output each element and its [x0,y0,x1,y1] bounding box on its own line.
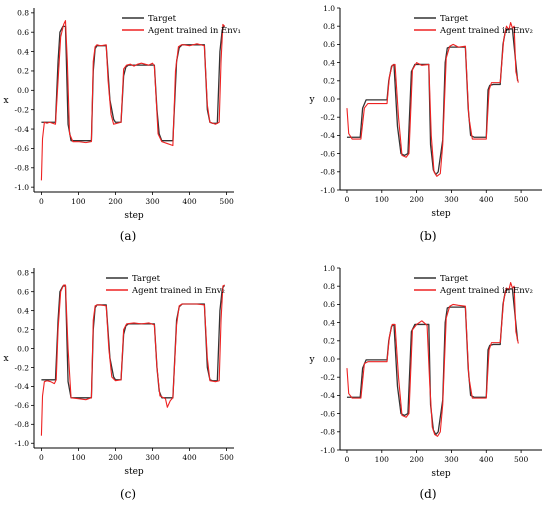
y-tick-label: -0.6 [321,149,336,158]
caption-d: (d) [419,487,437,501]
x-tick-label: 400 [479,195,494,204]
chart-panel-3: -1.0 -0.8 -0.6 -0.4 -0.2 0.0 0.2 0.4 0.6 0.8 1.0 0 1… [308,264,542,479]
y-tick-label: 0.2 [17,325,29,334]
y-tick-label: 0.8 [323,22,335,31]
y-tick-label: 0.0 [323,355,335,364]
x-tick-label: 400 [182,197,197,206]
y-tick-label: -0.8 [15,164,30,173]
y-tick-label: 0.4 [323,58,335,67]
x-tick-label: 200 [409,195,424,204]
y-tick-label: 0.4 [323,318,335,327]
y-tick-label: 0.2 [17,67,29,76]
x-tick-label: 300 [145,197,160,206]
series-line-1 [40,284,225,436]
x-tick-label: 100 [375,195,390,204]
x-tick-label: 500 [514,195,529,204]
legend-label-0: Target [440,274,469,284]
y-tick-label: 0.0 [17,86,29,95]
y-tick-label: 0.6 [323,300,335,309]
x-tick-label: 400 [182,453,197,462]
y-tick-label: 0.0 [323,95,335,104]
y-tick-label: 0.2 [323,77,335,86]
series-line-1 [346,22,519,177]
y-tick-label: 0.0 [17,344,29,353]
y-tick-label: -0.2 [321,373,336,382]
y-tick-label: 0.6 [17,287,29,296]
y-tick-label: -0.2 [15,105,30,114]
x-axis-label: step [124,211,144,221]
x-tick-label: 100 [375,455,390,464]
chart-panel-0: -1.0 -0.8 -0.6 -0.4 -0.2 0.0 0.2 0.4 0.6 0.8 0 100 2… [3,8,241,221]
y-tick-label: -1.0 [321,186,336,195]
chart-panel-2: -1.0 -0.8 -0.6 -0.4 -0.2 0.0 0.2 0.4 0.6 0.8 0 100 2… [3,268,234,477]
y-tick-label: 0.2 [323,337,335,346]
x-tick-label: 200 [108,197,123,206]
y-tick-label: -0.2 [15,363,30,372]
x-tick-label: 200 [108,453,123,462]
x-tick-label: 500 [514,455,529,464]
chart-panel-1: -1.0 -0.8 -0.6 -0.4 -0.2 0.0 0.2 0.4 0.6 0.8 1.0 0 1… [308,4,542,219]
y-axis-label: x [3,96,8,106]
caption-a: (a) [119,229,137,243]
y-tick-label: -1.0 [321,446,336,455]
x-tick-label: 300 [145,453,160,462]
legend-label-1: Agent trained in Env₁ [147,26,241,36]
y-tick-label: 0.8 [17,269,29,278]
x-tick-label: 0 [345,455,350,464]
legend-label-0: Target [132,274,161,284]
x-tick-label: 0 [345,195,350,204]
y-tick-label: -0.8 [15,420,30,429]
x-tick-label: 300 [444,195,459,204]
y-axis-label: x [3,354,8,364]
y-tick-label: 0.4 [17,47,29,56]
x-axis-label: step [431,469,451,479]
y-tick-label: -0.4 [321,131,336,140]
y-tick-label: -0.4 [15,125,30,134]
y-tick-label: -0.2 [321,113,336,122]
x-tick-label: 200 [409,455,424,464]
y-tick-label: -0.4 [321,391,336,400]
legend-label-0: Target [148,14,177,24]
y-axis-label: y [308,355,315,365]
y-tick-label: 0.8 [323,282,335,291]
x-axis-label: step [431,209,451,219]
legend-label-1: Agent trained in Env₂ [439,286,533,296]
x-tick-label: 500 [219,197,234,206]
series-line-0 [41,285,225,399]
y-tick-label: -0.4 [15,382,30,391]
y-tick-label: 1.0 [323,264,335,273]
y-tick-label: 0.4 [17,306,29,315]
x-tick-label: 0 [39,197,44,206]
x-axis-label: step [124,467,144,477]
x-tick-label: 100 [71,197,86,206]
y-tick-label: -0.8 [321,168,336,177]
y-tick-label: -0.8 [321,428,336,437]
y-tick-label: -1.0 [15,439,30,448]
x-tick-label: 300 [444,455,459,464]
y-axis-label: y [308,95,315,105]
y-tick-label: -1.0 [15,183,30,192]
caption-c: (c) [119,487,137,501]
x-tick-label: 100 [71,453,86,462]
y-tick-label: -0.6 [15,144,30,153]
x-tick-label: 0 [39,453,44,462]
legend-label-1: Agent trained in Env₂ [131,286,225,296]
y-tick-label: 0.8 [17,9,29,18]
y-tick-label: 1.0 [323,4,335,13]
legend-label-0: Target [440,14,469,24]
series-line-1 [346,282,519,437]
series-line-1 [40,20,226,181]
x-tick-label: 400 [479,455,494,464]
y-tick-label: 0.6 [323,40,335,49]
y-tick-label: -0.6 [15,401,30,410]
caption-b: (b) [419,229,437,243]
x-tick-label: 500 [219,453,234,462]
y-tick-label: 0.6 [17,28,29,37]
y-tick-label: -0.6 [321,409,336,418]
legend-label-1: Agent trained in Env₂ [439,26,533,36]
